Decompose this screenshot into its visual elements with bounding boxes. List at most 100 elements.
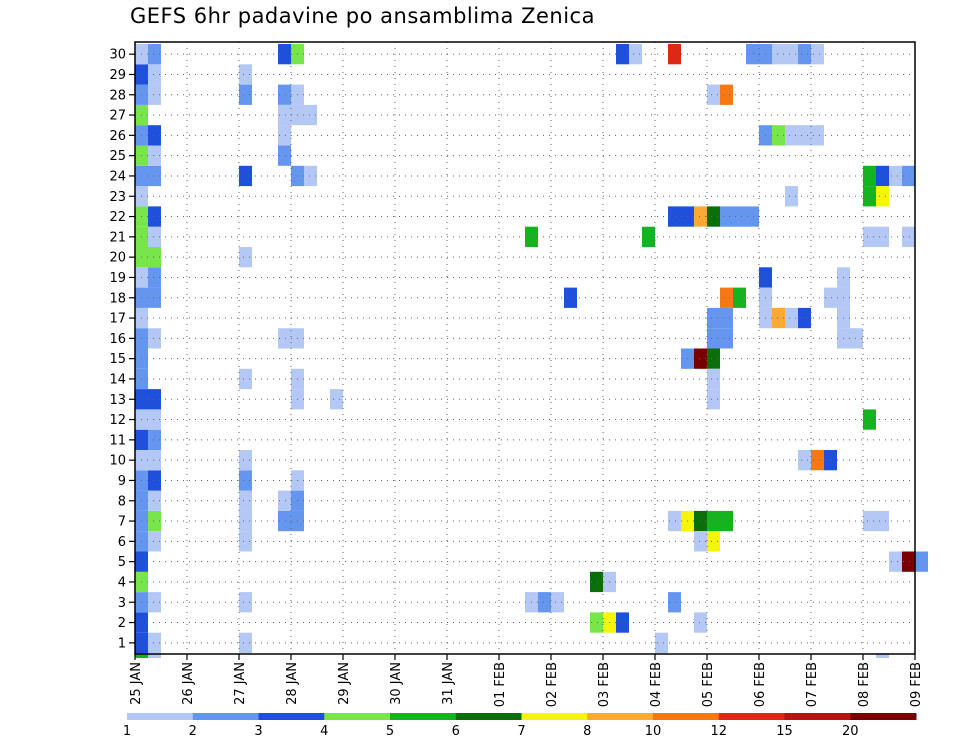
cells-layer: [135, 44, 928, 658]
y-tick-label: 9: [118, 474, 126, 489]
heat-cell: [785, 44, 798, 65]
heat-cell: [668, 44, 681, 65]
colorbar-swatch: [258, 713, 325, 720]
heat-cell: [148, 165, 161, 187]
y-tick-label: 21: [109, 230, 126, 245]
x-tick-label: 04 FEB: [649, 662, 664, 707]
heat-cell: [876, 165, 889, 187]
x-tick-label: 26 JAN: [181, 662, 196, 705]
heat-cell: [733, 206, 746, 227]
y-tick-label: 12: [109, 413, 126, 428]
heat-cell: [707, 206, 720, 227]
heat-cell: [720, 84, 733, 105]
heat-cell: [629, 44, 642, 65]
colorbar-label: 3: [254, 724, 262, 739]
heat-cell: [148, 44, 161, 65]
heat-cell: [811, 44, 824, 65]
heat-cell: [148, 226, 161, 247]
colorbar-swatch: [127, 713, 194, 720]
heat-cell: [616, 612, 629, 633]
heat-cell: [798, 450, 811, 471]
heat-cell: [278, 44, 291, 65]
y-tick-label: 7: [118, 515, 126, 530]
heat-cell: [148, 145, 161, 166]
heat-cell: [707, 348, 720, 369]
colorbar-label: 15: [776, 724, 793, 739]
y-tick-label: 19: [109, 271, 126, 286]
heat-cell: [148, 125, 161, 146]
x-tick-label: 08 FEB: [857, 662, 872, 707]
heat-cell: [707, 368, 720, 390]
heat-cell: [551, 592, 564, 613]
heat-cell: [148, 267, 161, 288]
heat-cell: [239, 470, 252, 491]
heat-cell: [902, 165, 915, 187]
y-tick-label: 29: [109, 68, 126, 83]
heat-cell: [239, 368, 252, 390]
x-tick-label: 27 JAN: [233, 662, 248, 705]
x-tick-label: 01 FEB: [493, 662, 508, 707]
heat-cell: [863, 186, 876, 207]
colorbar-swatch: [455, 713, 522, 720]
heat-cell: [590, 612, 603, 633]
y-tick-label: 17: [109, 312, 126, 327]
heat-cell: [811, 125, 824, 146]
y-tick-label: 16: [109, 332, 126, 347]
y-tick-label: 14: [109, 372, 126, 387]
heat-cell: [239, 510, 252, 532]
x-tick-label: 30 JAN: [389, 662, 404, 705]
heat-cell: [798, 44, 811, 65]
y-tick-label: 2: [118, 616, 126, 631]
x-tick-label: 05 FEB: [701, 662, 716, 707]
heat-cell: [278, 84, 291, 105]
heat-cell: [148, 328, 161, 349]
y-tick-label: 26: [109, 129, 126, 144]
heat-cell: [798, 125, 811, 146]
heat-cell: [915, 551, 928, 572]
heat-cell: [148, 206, 161, 227]
heat-cell: [239, 64, 252, 85]
heat-cell: [668, 592, 681, 613]
y-tick-label: 5: [118, 555, 126, 570]
y-tick-label: 1: [118, 636, 126, 651]
heat-cell: [850, 328, 863, 349]
heat-cell: [772, 307, 785, 329]
heat-cell: [148, 389, 161, 410]
heat-cell: [811, 450, 824, 471]
colorbar-swatch: [390, 713, 457, 720]
heat-cell: [304, 165, 317, 187]
heat-cell: [148, 592, 161, 613]
y-tick-label: 30: [109, 48, 126, 63]
heat-cell: [148, 409, 161, 430]
heat-cell: [655, 632, 668, 653]
heat-cell: [278, 104, 291, 126]
grid-layer: [135, 42, 915, 654]
heat-cell: [148, 531, 161, 552]
colorbar-swatch: [784, 713, 851, 720]
y-tick-label: 6: [118, 535, 126, 550]
x-axis: 25 JAN 26 JAN 27 JAN 28 JAN 29 JAN 30 JAN 31 J…: [129, 654, 924, 707]
heat-cell: [148, 84, 161, 105]
heat-cell: [772, 44, 785, 65]
y-axis: 1234567891011121314151617181920212223242…: [109, 48, 135, 651]
heat-cell: [694, 510, 707, 532]
heat-cell: [148, 490, 161, 511]
y-tick-label: 13: [109, 393, 126, 408]
heat-cell: [564, 287, 577, 308]
colorbar-label: 10: [645, 724, 662, 739]
heat-cell: [538, 592, 551, 613]
heat-cell: [239, 490, 252, 511]
y-tick-label: 25: [109, 149, 126, 164]
heat-cell: [148, 653, 161, 658]
heat-cell: [148, 247, 161, 268]
y-tick-label: 10: [109, 454, 126, 469]
heat-cell: [148, 450, 161, 471]
x-tick-label: 07 FEB: [805, 662, 820, 707]
heat-cell: [239, 165, 252, 187]
y-tick-label: 27: [109, 109, 126, 124]
heat-cell: [785, 307, 798, 329]
heat-cell: [239, 632, 252, 653]
heat-cell: [278, 125, 291, 146]
heat-cell: [824, 287, 837, 308]
heat-cell: [746, 44, 759, 65]
